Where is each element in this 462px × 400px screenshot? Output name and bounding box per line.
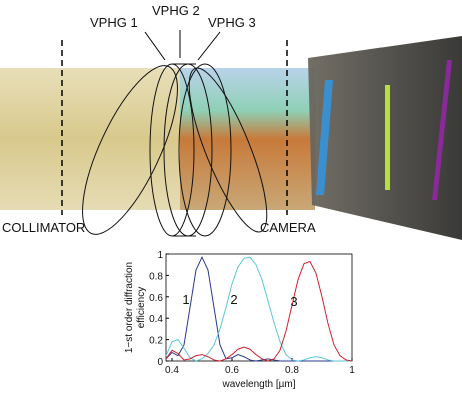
x-axis-label: wavelength [µm] [221,379,295,390]
collimated-beam [0,68,180,210]
y-tick-label: 0.8 [149,271,163,282]
y-axis-label: 1−st order diffraction [124,262,135,353]
x-tick-label: 0.4 [165,365,179,376]
y-tick-label: 0.4 [149,314,163,325]
spectral-line [432,60,452,200]
series-label: 3 [290,294,297,309]
vphg-label: VPHG 1 [90,15,138,30]
series-line [165,256,352,362]
collimator-label: COLLIMATOR [2,220,85,235]
series-label: 2 [230,292,237,307]
series-label: 1 [182,292,189,307]
camera-label: CAMERA [260,220,316,235]
series-line [165,256,352,362]
arrows [144,30,221,61]
vphg-label: VPHG 3 [208,15,256,30]
spectral-line [385,85,390,190]
x-tick-label: 0.6 [225,365,239,376]
y-axis-label: efficiency [136,287,147,329]
series-line [165,260,353,362]
plot-frame [165,253,353,362]
vphg-label: VPHG 2 [152,3,200,18]
y-tick-label: 0 [157,357,163,368]
x-tick-label: 1 [349,365,355,376]
y-tick-label: 0.6 [149,293,163,304]
spectral-line [316,80,333,195]
gratings [82,63,268,237]
y-tick-label: 0.2 [149,336,163,347]
y-tick-label: 1 [157,250,163,261]
x-tick-label: 0.8 [285,365,299,376]
